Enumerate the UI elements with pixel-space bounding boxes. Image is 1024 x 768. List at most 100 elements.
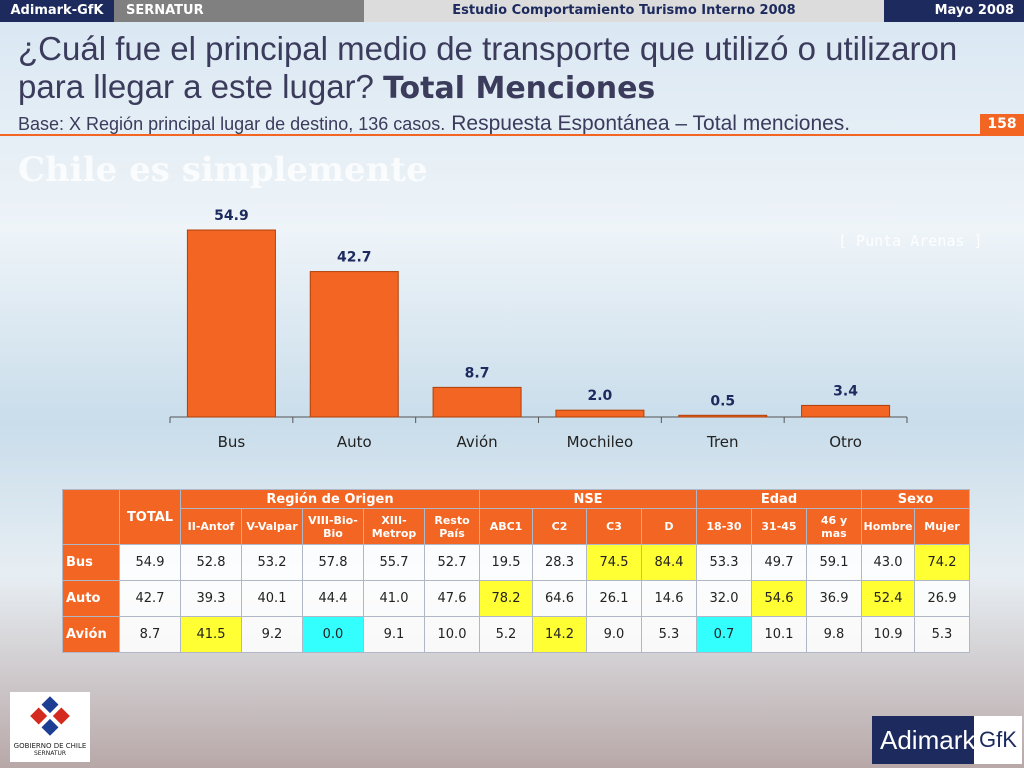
cell: 8.7 — [119, 616, 181, 653]
data-row: Avión 8.7 41.5 9.2 0.0 9.1 10.0 5.2 14.2 9.0 5.3 0.… — [62, 616, 970, 653]
cell: 39.3 — [180, 580, 242, 617]
question-text: ¿Cuál fue el principal medio de transpor… — [18, 30, 958, 105]
bar — [186, 229, 276, 418]
cell: 74.5 — [586, 544, 642, 581]
x-tick-label: Bus — [218, 433, 246, 451]
column-header: Resto País — [424, 508, 480, 545]
column-header: II-Antof — [180, 508, 242, 545]
cell: 59.1 — [806, 544, 862, 581]
cell: 9.2 — [241, 616, 303, 653]
page-number: 158 — [980, 114, 1024, 134]
base: Base: X Región principal lugar de destin… — [18, 114, 446, 134]
cell: 53.3 — [696, 544, 752, 581]
client: SERNATUR — [114, 0, 364, 22]
cell: 40.1 — [241, 580, 303, 617]
study: Estudio Comportamiento Turismo Interno 2… — [364, 0, 884, 22]
cell: 19.5 — [479, 544, 533, 581]
cell: 52.4 — [861, 580, 915, 617]
slogan: Chile es simplemente — [18, 150, 428, 190]
column-header: V-Valpar — [241, 508, 303, 545]
cell: 9.0 — [586, 616, 642, 653]
cell: 47.6 — [424, 580, 480, 617]
cell: 5.3 — [914, 616, 970, 653]
cell: 44.4 — [302, 580, 364, 617]
note: Respuesta Espontánea – Total menciones. — [451, 112, 851, 135]
cell: 0.7 — [696, 616, 752, 653]
gov-name: GOBIERNO DE CHILE — [13, 742, 87, 750]
column-header: VIII-Bio-Bio — [302, 508, 364, 545]
cell: 41.0 — [363, 580, 425, 617]
cell: 53.2 — [241, 544, 303, 581]
divider — [0, 134, 1024, 136]
cell: 10.1 — [751, 616, 807, 653]
cell: 26.1 — [586, 580, 642, 617]
place: [ Punta Arenas ] — [838, 232, 983, 250]
column-header: 18-30 — [696, 508, 752, 545]
value-label: 54.9 — [214, 208, 249, 224]
column-header: C2 — [532, 508, 587, 545]
cell: 84.4 — [641, 544, 697, 581]
column-header: 46 y mas — [806, 508, 862, 545]
group-header: Sexo — [861, 489, 970, 509]
adimark-logo: Adimark GfK — [872, 716, 1022, 764]
x-tick-label: Otro — [829, 433, 862, 451]
value-label: 8.7 — [465, 365, 490, 381]
cell: 55.7 — [363, 544, 425, 581]
column-header: XIII-Metrop — [363, 508, 425, 545]
cell: 78.2 — [479, 580, 533, 617]
cell: 14.6 — [641, 580, 697, 617]
x-tick-label: Auto — [337, 433, 372, 451]
column-header: ABC1 — [479, 508, 533, 545]
data-table: TOTAL Región de Origen NSE Edad Sexo II-Antof… — [62, 489, 970, 653]
column-row: II-Antof V-Valpar VIII-Bio-Bio XIII-Metrop R… — [63, 508, 970, 545]
row-label: Avión — [62, 616, 120, 653]
value-label: 0.5 — [710, 393, 735, 409]
cell: 41.5 — [180, 616, 242, 653]
cell: 52.8 — [180, 544, 242, 581]
column-header: 31-45 — [751, 508, 807, 545]
column-header: C3 — [586, 508, 642, 545]
logo-text-b: GfK — [974, 716, 1022, 764]
group-row: TOTAL Región de Origen NSE Edad Sexo — [62, 489, 970, 545]
brand: Adimark-GfK — [0, 0, 114, 22]
bar — [309, 271, 399, 418]
cell: 9.1 — [363, 616, 425, 653]
cell: 54.9 — [119, 544, 181, 581]
corner-blank — [62, 489, 120, 545]
question: ¿Cuál fue el principal medio de transpor… — [18, 30, 1008, 108]
x-tick-label: Avión — [457, 433, 498, 451]
cell: 54.6 — [751, 580, 807, 617]
value-label: 3.4 — [833, 383, 858, 399]
cell: 14.2 — [532, 616, 587, 653]
chart: 54.9 Bus 42.7 Auto 8.7 Avión 2.0 Mochileo 0.5 Tre… — [169, 208, 908, 451]
date: Mayo 2008 — [884, 0, 1024, 22]
logo-text: Adimark — [880, 725, 976, 755]
value-label: 42.7 — [337, 250, 372, 266]
cell: 74.2 — [914, 544, 970, 581]
cell: 52.7 — [424, 544, 480, 581]
question-bold: Total Menciones — [383, 71, 656, 106]
column-header: Mujer — [914, 508, 970, 545]
column-header: D — [641, 508, 697, 545]
column-header: Hombre — [861, 508, 915, 545]
cell: 49.7 — [751, 544, 807, 581]
cell: 9.8 — [806, 616, 862, 653]
corner-header: TOTAL — [119, 489, 181, 545]
data-row: Bus 54.9 52.8 53.2 57.8 55.7 52.7 19.5 28.3 74.5 8… — [62, 544, 970, 581]
cell: 64.6 — [532, 580, 587, 617]
bar — [801, 404, 891, 418]
group-header: Edad — [696, 489, 862, 509]
cell: 5.2 — [479, 616, 533, 653]
cell: 32.0 — [696, 580, 752, 617]
gov-emblem — [30, 696, 70, 736]
cell: 26.9 — [914, 580, 970, 617]
cell: 42.7 — [119, 580, 181, 617]
bar — [678, 414, 768, 418]
row-label: Auto — [62, 580, 120, 617]
cell: 36.9 — [806, 580, 862, 617]
cell: 10.9 — [861, 616, 915, 653]
base-line: Base: X Región principal lugar de destin… — [18, 112, 850, 136]
gov-sub: SERNATUR — [33, 750, 67, 757]
gov-logo: GOBIERNO DE CHILE SERNATUR — [10, 692, 90, 762]
